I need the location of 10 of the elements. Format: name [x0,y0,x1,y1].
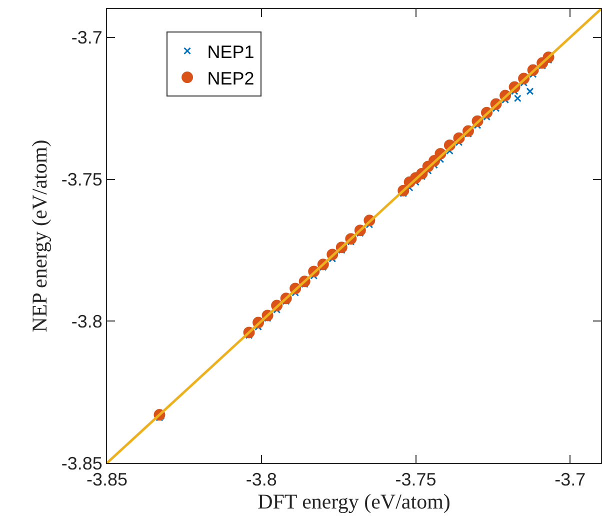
y-tick-label: -3.75 [61,170,102,190]
x-tick-label: -3.7 [554,470,586,490]
x-tick-label: -3.75 [395,470,436,490]
x-axis-title: DFT energy (eV/atom) [258,490,450,514]
y-tick-label: -3.8 [71,311,102,332]
legend-label: NEP2 [207,68,254,88]
legend-label: NEP1 [207,42,254,62]
y-axis-title: NEP energy (eV/atom) [28,140,52,332]
y-tick-label: -3.7 [71,28,102,48]
x-tick-label: -3.8 [246,470,277,490]
